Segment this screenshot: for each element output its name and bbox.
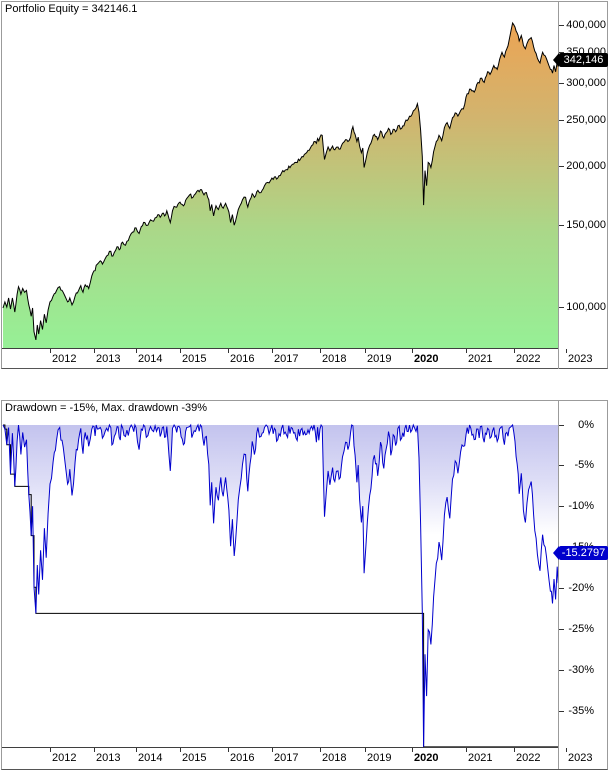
equity-ytick-label: 100,000	[566, 301, 606, 313]
drawdown-ytick-label: -20%	[568, 582, 594, 594]
drawdown-xtick-label: 2016	[230, 752, 255, 764]
drawdown-ytick-mark	[559, 670, 564, 671]
drawdown-ytick-mark	[559, 711, 564, 712]
equity-xtick-mark	[466, 349, 467, 353]
drawdown-xtick-label: 2022	[516, 752, 541, 764]
drawdown-ytick-label: -10%	[568, 500, 594, 512]
drawdown-xtick-mark	[514, 748, 515, 752]
drawdown-ytick-label: -5%	[574, 459, 594, 471]
drawdown-ytick-label: -30%	[568, 664, 594, 676]
drawdown-xtick-label: 2023	[568, 752, 593, 764]
equity-xtick-mark	[180, 349, 181, 353]
equity-xtick-mark	[50, 349, 51, 353]
equity-area-fill	[3, 23, 558, 348]
equity-ytick-label: 250,000	[566, 114, 606, 126]
equity-xtick-mark	[514, 349, 515, 353]
equity-xtick-mark	[94, 349, 95, 353]
equity-ytick-mark	[559, 307, 564, 308]
equity-xtick-mark	[136, 349, 137, 353]
equity-value-tag: 342,146	[553, 53, 608, 67]
equity-xtick-label: 2016	[230, 353, 255, 365]
equity-xaxis-line	[2, 348, 558, 349]
equity-xtick-mark	[566, 349, 567, 353]
drawdown-axis-separator	[558, 401, 559, 769]
equity-xtick-label: 2023	[568, 353, 593, 365]
drawdown-xtick-mark	[94, 748, 95, 752]
drawdown-xtick-mark	[466, 748, 467, 752]
equity-ytick-label: 400,000	[566, 19, 606, 31]
equity-ytick-label: 300,000	[566, 77, 606, 89]
drawdown-ytick-mark	[559, 465, 564, 466]
drawdown-xtick-mark	[50, 748, 51, 752]
drawdown-ytick-mark	[559, 629, 564, 630]
drawdown-ytick-mark	[559, 506, 564, 507]
equity-ytick-mark	[559, 83, 564, 84]
drawdown-xtick-label: 2015	[182, 752, 207, 764]
equity-ytick-mark	[559, 120, 564, 121]
drawdown-xtick-label: 2017	[274, 752, 299, 764]
drawdown-pane	[1, 400, 608, 770]
equity-xtick-label: 2020	[414, 353, 439, 365]
equity-xtick-mark	[365, 349, 366, 353]
drawdown-xtick-mark	[272, 748, 273, 752]
drawdown-ytick-label: -35%	[568, 705, 594, 717]
equity-ytick-mark	[559, 52, 564, 53]
drawdown-tag-text: -15.2797	[561, 547, 606, 559]
drawdown-xtick-mark	[412, 748, 413, 752]
drawdown-area-fill	[3, 425, 558, 747]
drawdown-xaxis-line	[2, 747, 558, 748]
drawdown-xtick-mark	[320, 748, 321, 752]
equity-ytick-mark	[559, 166, 564, 167]
equity-xtick-label: 2014	[138, 353, 163, 365]
drawdown-ytick-label: 0%	[578, 419, 594, 431]
equity-ytick-mark	[559, 25, 564, 26]
drawdown-line	[2, 423, 558, 747]
equity-xtick-label: 2015	[182, 353, 207, 365]
drawdown-xtick-label: 2021	[468, 752, 493, 764]
max-drawdown-step-line	[3, 424, 558, 747]
equity-xtick-mark	[272, 349, 273, 353]
drawdown-xtick-mark	[136, 748, 137, 752]
equity-axis-separator	[558, 2, 559, 369]
equity-tag-arrow-icon	[553, 53, 559, 67]
equity-ytick-mark	[559, 225, 564, 226]
drawdown-ytick-mark	[559, 588, 564, 589]
drawdown-tag-arrow-icon	[553, 546, 559, 560]
equity-xtick-label: 2021	[468, 353, 493, 365]
equity-xtick-label: 2019	[367, 353, 392, 365]
equity-ytick-label: 150,000	[566, 219, 606, 231]
drawdown-xtick-mark	[228, 748, 229, 752]
equity-pane-title: Portfolio Equity = 342146.1	[5, 3, 138, 15]
equity-xtick-mark	[320, 349, 321, 353]
equity-xtick-mark	[228, 349, 229, 353]
drawdown-xtick-mark	[180, 748, 181, 752]
equity-ytick-label: 200,000	[566, 160, 606, 172]
equity-xtick-label: 2013	[96, 353, 121, 365]
drawdown-pane-title: Drawdown = -15%, Max. drawdown -39%	[5, 402, 208, 414]
drawdown-ytick-mark	[559, 425, 564, 426]
equity-xtick-label: 2018	[322, 353, 347, 365]
drawdown-xtick-mark	[365, 748, 366, 752]
equity-xtick-label: 2022	[516, 353, 541, 365]
equity-xtick-mark	[412, 349, 413, 353]
equity-xtick-label: 2017	[274, 353, 299, 365]
equity-tag-text: 342,146	[563, 54, 604, 66]
drawdown-xtick-label: 2018	[322, 752, 347, 764]
drawdown-xtick-label: 2013	[96, 752, 121, 764]
drawdown-xtick-label: 2019	[367, 752, 392, 764]
equity-xtick-label: 2012	[52, 353, 77, 365]
drawdown-xtick-mark	[566, 748, 567, 752]
drawdown-xtick-label: 2012	[52, 752, 77, 764]
drawdown-ytick-label: -25%	[568, 623, 594, 635]
drawdown-xtick-label: 2020	[414, 752, 439, 764]
drawdown-xtick-label: 2014	[138, 752, 163, 764]
equity-line	[2, 21, 558, 341]
drawdown-value-tag: -15.2797	[553, 546, 608, 560]
